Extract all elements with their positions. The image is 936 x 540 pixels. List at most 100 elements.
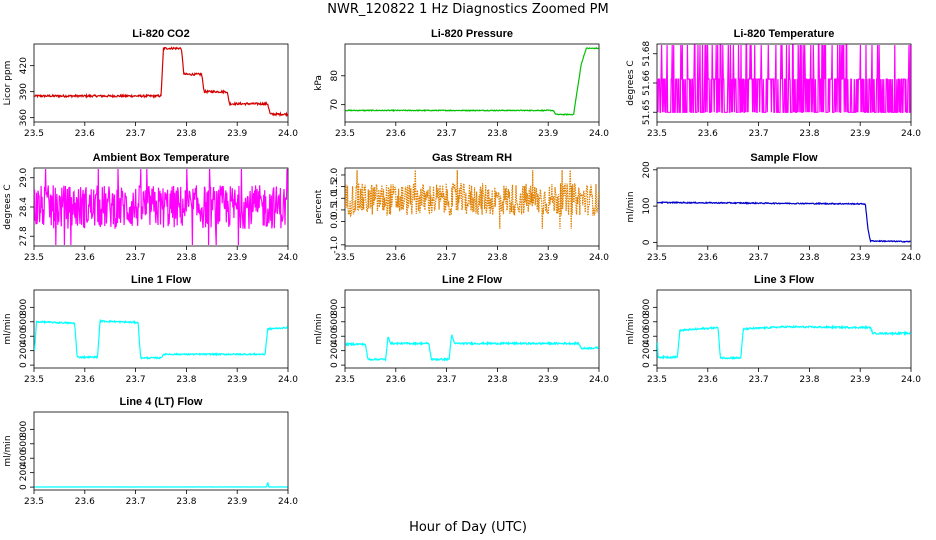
y-axis-label-temp820: degrees C	[626, 60, 636, 105]
plot-frame-sample	[656, 167, 912, 247]
y-tick-label: 100	[642, 197, 652, 214]
y-tick-label: 2.0	[330, 168, 340, 183]
x-tick-label: 23.5	[335, 253, 355, 263]
x-tick-label: 23.8	[487, 253, 507, 263]
x-tick-label: 23.9	[227, 129, 247, 139]
y-axis-label-rh: percent	[314, 189, 324, 224]
x-tick-label: 23.7	[126, 497, 146, 507]
x-tick-label: 23.9	[538, 375, 558, 385]
y-tick-label: 800	[330, 298, 340, 315]
y-tick-label: 800	[19, 420, 29, 437]
y-tick-label: 600	[330, 313, 340, 330]
x-tick-label: 23.8	[176, 375, 196, 385]
series-line-pressure	[345, 47, 599, 116]
x-tick-label: 23.5	[335, 375, 355, 385]
y-tick-label: 51.66	[642, 70, 652, 96]
x-tick-label: 23.7	[126, 253, 146, 263]
y-tick-label: 800	[642, 298, 652, 315]
y-tick-label: 51.68	[642, 41, 652, 67]
panels: Li-820 CO2 Licor ppm 360 390 420 23.5 23.6 23.7…	[3, 28, 921, 507]
y-tick-label: 800	[19, 298, 29, 315]
plot-frame-co2	[33, 43, 289, 123]
panel-ambient: Ambient Box Temperature degrees C 27.8 28.4…	[3, 152, 298, 263]
x-tick-label: 23.5	[647, 253, 667, 263]
x-tick-label: 23.9	[850, 129, 870, 139]
y-tick-label: 400	[19, 327, 29, 344]
panel-title-rh: Gas Stream RH	[432, 152, 512, 164]
x-tick-label: 23.6	[386, 253, 406, 263]
x-tick-label: 24.0	[901, 129, 921, 139]
series-line-line4	[34, 482, 288, 488]
x-tick-label: 23.7	[126, 129, 146, 139]
panel-title-line4: Line 4 (LT) Flow	[120, 396, 203, 408]
x-tick-label: 23.6	[75, 497, 95, 507]
x-tick-label: 23.5	[24, 375, 44, 385]
y-tick-label: 29.0	[19, 167, 29, 187]
x-tick-label: 24.0	[278, 253, 298, 263]
y-tick-label: 200	[642, 161, 652, 178]
y-tick-label: 420	[19, 57, 29, 74]
x-tick-label: 23.7	[437, 253, 457, 263]
series-line-sample	[657, 200, 911, 244]
x-tick-label: 23.5	[335, 129, 355, 139]
panel-pressure: Li-820 Pressure kPa 70 80 23.5 23.6 23.7 23.8 23…	[314, 28, 609, 139]
x-tick-label: 24.0	[278, 375, 298, 385]
x-tick-label: 23.9	[538, 253, 558, 263]
x-tick-label: 23.9	[850, 253, 870, 263]
y-axis-label-line2: ml/min	[314, 313, 324, 344]
panel-title-line2: Line 2 Flow	[442, 274, 502, 286]
y-tick-label: 28.4	[19, 197, 29, 217]
y-axis-label-line1: ml/min	[3, 313, 13, 344]
y-tick-label: 600	[19, 313, 29, 330]
x-tick-label: 23.9	[227, 253, 247, 263]
series-line-ambient	[33, 168, 289, 246]
x-tick-label: 24.0	[901, 253, 921, 263]
y-tick-label: 200	[330, 342, 340, 359]
x-tick-label: 23.8	[799, 129, 819, 139]
x-tick-label: 23.6	[698, 129, 718, 139]
panel-title-line3: Line 3 Flow	[754, 274, 814, 286]
x-tick-label: 23.8	[487, 129, 507, 139]
x-tick-label: 23.7	[437, 129, 457, 139]
panel-title-pressure: Li-820 Pressure	[431, 28, 513, 40]
y-tick-label: 51.65	[642, 99, 652, 125]
x-tick-label: 23.9	[538, 129, 558, 139]
x-tick-label: 23.7	[437, 375, 457, 385]
y-tick-label: 390	[19, 83, 29, 100]
x-tick-label: 23.9	[227, 375, 247, 385]
y-tick-label: 1.5	[330, 179, 340, 193]
y-tick-label: 0	[330, 362, 340, 368]
x-tick-label: 23.8	[487, 375, 507, 385]
panel-co2: Li-820 CO2 Licor ppm 360 390 420 23.5 23.6 23.7…	[3, 28, 298, 139]
x-tick-label: 23.8	[176, 129, 196, 139]
y-tick-label: 80	[330, 70, 340, 82]
plot-frame-line4	[33, 411, 289, 491]
panel-title-temp820: Li-820 Temperature	[734, 28, 835, 40]
x-tick-label: 23.8	[176, 253, 196, 263]
x-tick-label: 23.6	[75, 253, 95, 263]
x-tick-label: 23.6	[386, 129, 406, 139]
y-tick-label: 0	[19, 362, 29, 368]
series-line-rh	[344, 170, 600, 229]
y-axis-label-ambient: degrees C	[3, 184, 13, 229]
x-tick-label: 23.7	[749, 375, 769, 385]
y-tick-label: 600	[642, 313, 652, 330]
y-axis-label-line3: ml/min	[626, 313, 636, 344]
x-tick-label: 23.6	[75, 375, 95, 385]
x-tick-label: 24.0	[589, 253, 609, 263]
x-tick-label: 24.0	[278, 497, 298, 507]
y-axis-label-co2: Licor ppm	[3, 61, 13, 106]
x-tick-label: 23.7	[749, 129, 769, 139]
x-tick-label: 23.5	[24, 497, 44, 507]
plot-frame-pressure	[344, 43, 600, 123]
x-tick-label: 23.5	[647, 129, 667, 139]
y-tick-label: 400	[330, 327, 340, 344]
x-tick-label: 24.0	[901, 375, 921, 385]
x-tick-label: 24.0	[589, 375, 609, 385]
panel-sample: Sample Flow ml/min 0 100 200 23.5 23.6 23.7 23.8…	[626, 152, 921, 263]
